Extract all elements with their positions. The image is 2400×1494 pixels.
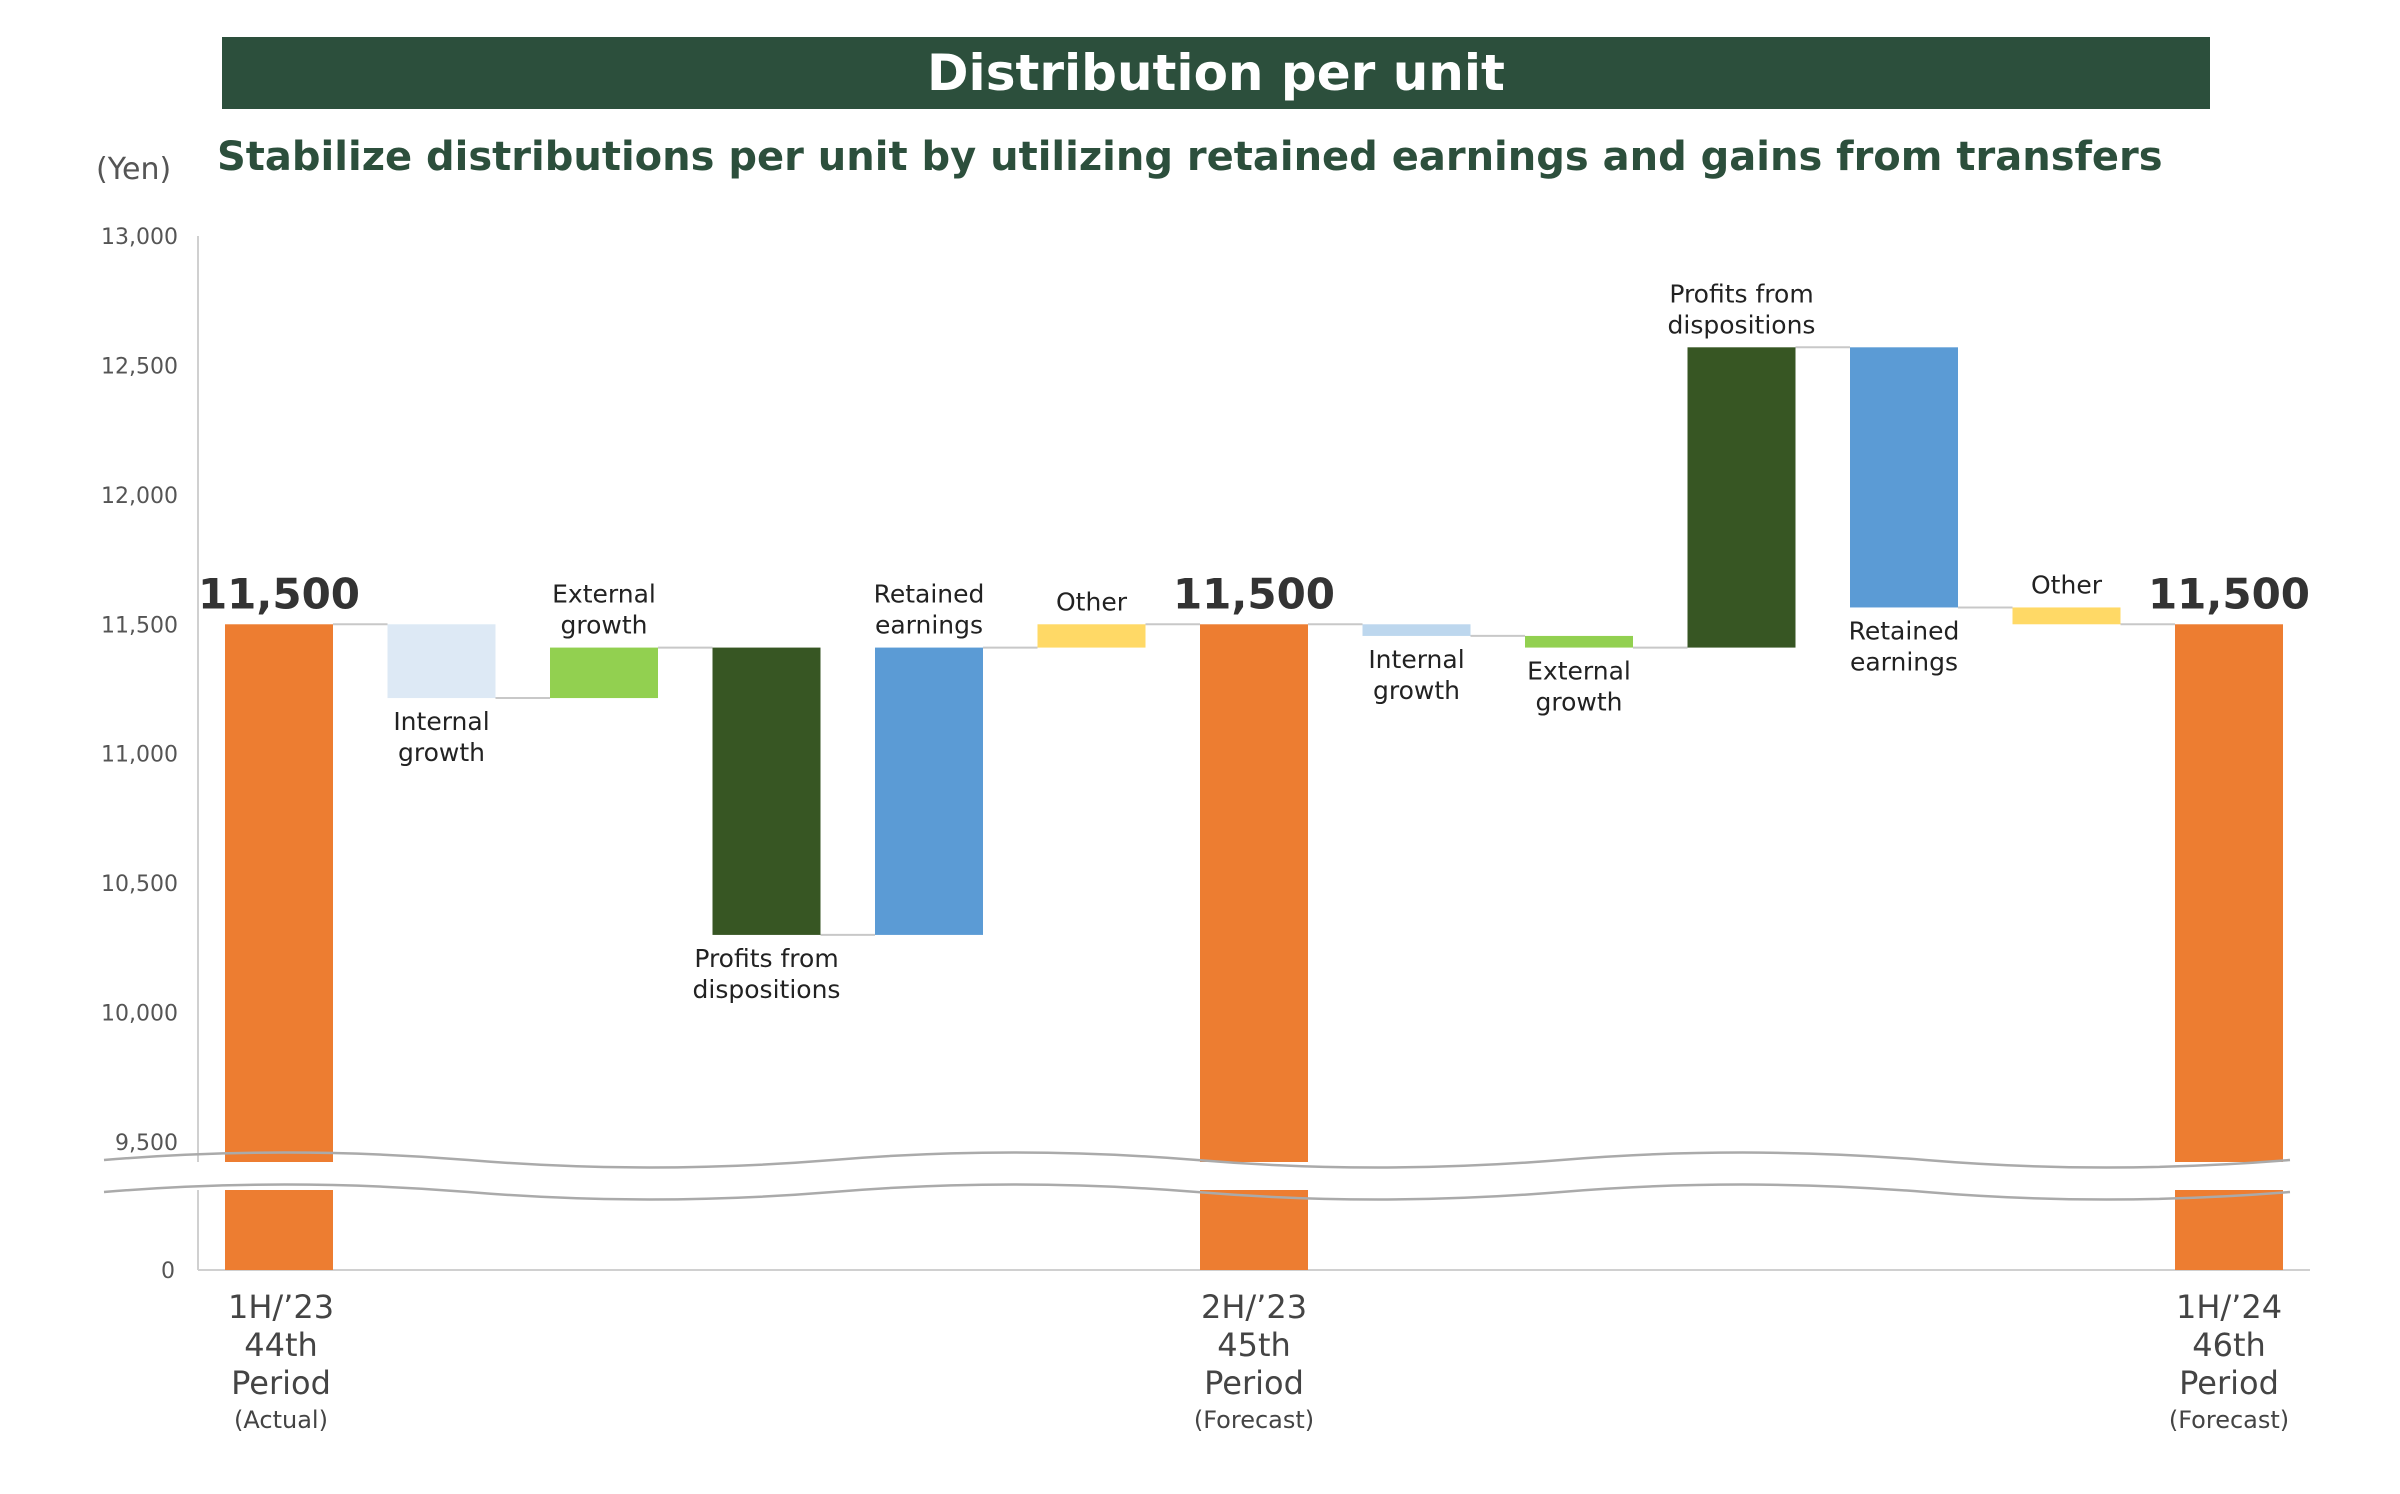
delta-bar: [2012, 607, 2121, 625]
delta-bar-label: External: [552, 580, 656, 609]
y-tick-label: 12,500: [101, 354, 178, 379]
x-category-label: 2H/’23 45th Period (Forecast): [1124, 1288, 1384, 1438]
y-tick-label: 11,500: [101, 613, 178, 638]
x-category-note: (Forecast): [1193, 1406, 1315, 1434]
y-tick-label: 10,000: [101, 1002, 178, 1027]
x-category-note: (Forecast): [2168, 1406, 2290, 1434]
delta-bar-label: Retained: [1849, 616, 1960, 645]
header-title: Distribution per unit: [927, 44, 1505, 102]
y-axis-unit: (Yen): [96, 152, 172, 187]
y-tick-label: 12,000: [101, 484, 178, 509]
x-category-line: 1H/’23: [227, 1288, 335, 1326]
delta-bar: [550, 647, 658, 699]
delta-bar-label: earnings: [875, 611, 983, 640]
total-value-label: 11,500: [1173, 569, 1335, 618]
x-category-label: 1H/’24 46th Period (Forecast): [2099, 1288, 2359, 1438]
delta-bar: [875, 647, 983, 935]
header-banner: Distribution per unit: [222, 37, 2210, 109]
x-category-line: 46th: [2192, 1326, 2266, 1364]
total-value-label: 11,500: [2148, 569, 2310, 618]
x-category-line: 1H/’24: [2175, 1288, 2283, 1326]
y-tick-label: 10,500: [101, 872, 178, 897]
delta-bar-label: External: [1527, 657, 1631, 686]
y-tick-label: 11,000: [101, 743, 178, 768]
y-tick-label-zero: 0: [161, 1259, 175, 1284]
axis-break-line-upper: [103, 1151, 2291, 1169]
delta-bar-label: Internal: [1368, 645, 1464, 674]
delta-bar-label: Profits from: [1669, 279, 1813, 308]
delta-bar: [1362, 624, 1471, 636]
x-category-line: 2H/’23: [1200, 1288, 1308, 1326]
x-category-line: Period: [2179, 1364, 2279, 1402]
delta-bar: [1525, 635, 1633, 648]
x-category-label: 1H/’23 44th Period (Actual): [151, 1288, 411, 1438]
x-category-line: 44th: [244, 1326, 318, 1364]
delta-bar-label: growth: [1373, 676, 1460, 705]
delta-bar-label: Profits from: [694, 944, 838, 973]
axis-break-line-lower: [103, 1183, 2291, 1201]
delta-bar-label: growth: [1536, 688, 1623, 717]
delta-bar-label: dispositions: [1668, 310, 1816, 339]
delta-bar: [1850, 347, 1958, 608]
x-category-line: Period: [1204, 1364, 1304, 1402]
x-category-line: Period: [231, 1364, 331, 1402]
total-value-label: 11,500: [198, 569, 360, 618]
y-tick-label: 13,000: [101, 225, 178, 250]
delta-bar-label: Internal: [393, 707, 489, 736]
delta-bar: [1687, 347, 1796, 648]
delta-bar-label: Other: [1056, 587, 1128, 616]
delta-bar-label: growth: [561, 611, 648, 640]
delta-bar: [712, 647, 821, 935]
axis-break-band: [104, 1162, 2290, 1190]
delta-bar-label: growth: [398, 738, 485, 767]
delta-bar-label: dispositions: [693, 975, 841, 1004]
y-tick-label: 9,500: [115, 1131, 178, 1156]
chart-subtitle: Stabilize distributions per unit by util…: [217, 134, 2163, 180]
delta-bar-label: Retained: [874, 580, 985, 609]
delta-bar: [387, 624, 496, 699]
delta-bar: [1037, 624, 1146, 648]
x-category-line: 45th: [1217, 1326, 1291, 1364]
delta-bar-label: earnings: [1850, 647, 1958, 676]
delta-bar-label: Other: [2031, 570, 2103, 599]
x-category-note: (Actual): [234, 1406, 328, 1434]
